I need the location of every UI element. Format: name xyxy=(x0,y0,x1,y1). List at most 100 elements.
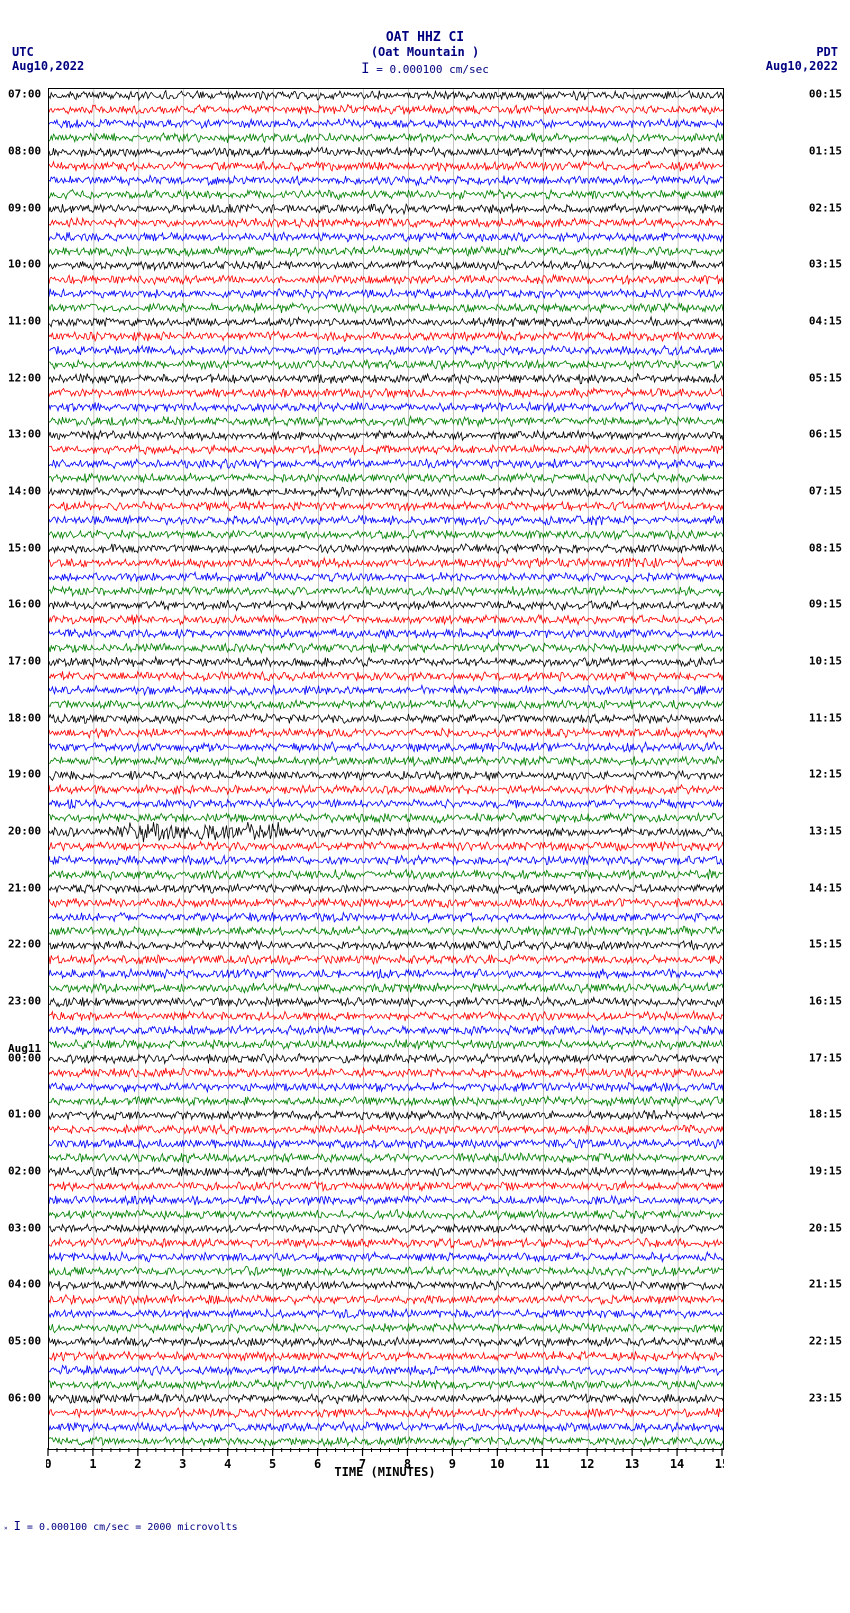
trace-row xyxy=(49,955,723,965)
utc-time-label: 12:00 xyxy=(8,371,41,384)
trace-row xyxy=(49,346,723,355)
utc-date-label: Aug10,2022 xyxy=(12,59,84,73)
trace-row xyxy=(49,275,723,284)
trace-row xyxy=(49,813,723,823)
utc-time-label: 14:00 xyxy=(8,485,41,498)
trace-row xyxy=(49,912,723,922)
trace-row xyxy=(49,515,723,525)
utc-time-label: 21:00 xyxy=(8,881,41,894)
pdt-date-label: Aug10,2022 xyxy=(766,59,838,73)
pdt-time-label: 11:15 xyxy=(809,711,842,724)
utc-time-label: 09:00 xyxy=(8,201,41,214)
utc-time-label: 05:00 xyxy=(8,1335,41,1348)
utc-time-label: 08:00 xyxy=(8,145,41,158)
trace-row xyxy=(49,1323,723,1333)
utc-time-label: 23:00 xyxy=(8,995,41,1008)
utc-time-label: 15:00 xyxy=(8,541,41,554)
trace-row xyxy=(49,898,723,908)
pdt-time-label: 14:15 xyxy=(809,881,842,894)
trace-row xyxy=(49,870,723,880)
utc-time-label: 06:00 xyxy=(8,1391,41,1404)
utc-time-label: 13:00 xyxy=(8,428,41,441)
trace-row xyxy=(49,431,723,441)
trace-row xyxy=(49,105,723,115)
trace-row xyxy=(49,671,723,681)
utc-time-label: 22:00 xyxy=(8,938,41,951)
trace-row xyxy=(49,1266,723,1276)
trace-row xyxy=(49,1437,723,1446)
trace-row xyxy=(49,133,723,143)
pdt-time-label: 07:15 xyxy=(809,485,842,498)
trace-row xyxy=(49,997,723,1007)
trace-row xyxy=(49,402,723,412)
trace-row xyxy=(49,884,723,894)
trace-row xyxy=(49,1281,723,1291)
utc-time-label: 16:00 xyxy=(8,598,41,611)
trace-row xyxy=(49,204,723,214)
trace-row xyxy=(49,1210,723,1220)
trace-row xyxy=(49,1252,723,1262)
trace-row xyxy=(49,1039,723,1049)
trace-row xyxy=(49,940,723,950)
trace-row xyxy=(49,388,723,397)
trace-row xyxy=(49,785,723,795)
xaxis-label: TIME (MINUTES) xyxy=(48,1465,722,1479)
trace-row xyxy=(49,317,723,327)
trace-row xyxy=(49,473,723,483)
trace-row xyxy=(49,629,723,639)
utc-time-label: 10:00 xyxy=(8,258,41,271)
trace-row xyxy=(49,360,723,370)
pdt-time-label: 20:15 xyxy=(809,1221,842,1234)
seismogram-svg xyxy=(49,89,723,1449)
pdt-time-label: 00:15 xyxy=(809,88,842,101)
pdt-time-label: 19:15 xyxy=(809,1165,842,1178)
station-title: OAT HHZ CI xyxy=(0,30,850,45)
trace-row xyxy=(49,714,723,724)
pdt-time-label: 23:15 xyxy=(809,1391,842,1404)
pdt-time-label: 16:15 xyxy=(809,995,842,1008)
trace-row xyxy=(49,600,723,610)
trace-row xyxy=(49,771,723,781)
trace-row xyxy=(49,685,723,695)
trace-row xyxy=(49,119,723,129)
trace-row xyxy=(49,700,723,710)
trace-row xyxy=(49,728,723,738)
trace-row xyxy=(49,1125,723,1135)
plot-area xyxy=(48,88,724,1450)
trace-row xyxy=(49,799,723,809)
trace-row xyxy=(49,1181,723,1190)
trace-row xyxy=(49,1394,723,1404)
trace-row xyxy=(49,232,723,242)
pdt-time-label: 04:15 xyxy=(809,315,842,328)
trace-row xyxy=(49,289,723,299)
trace-row xyxy=(49,544,723,554)
top-left-labels: UTC Aug10,2022 xyxy=(12,45,84,73)
trace-row xyxy=(49,983,723,993)
station-subtitle: (Oat Mountain ) xyxy=(0,45,850,59)
trace-row xyxy=(49,643,723,653)
trace-row xyxy=(49,586,723,596)
trace-row xyxy=(49,331,723,341)
utc-time-label: 17:00 xyxy=(8,655,41,668)
top-right-labels: PDT Aug10,2022 xyxy=(766,45,838,73)
pdt-time-label: 05:15 xyxy=(809,371,842,384)
utc-tz-label: UTC xyxy=(12,45,84,59)
pdt-time-label: 03:15 xyxy=(809,258,842,271)
trace-row xyxy=(49,190,723,200)
trace-row xyxy=(49,445,723,455)
utc-time-label: 07:00 xyxy=(8,88,41,101)
scale-text: I = 0.000100 cm/sec xyxy=(0,61,850,77)
trace-row xyxy=(49,1337,723,1347)
utc-time-label: 19:00 xyxy=(8,768,41,781)
utc-time-label: 02:00 xyxy=(8,1165,41,1178)
trace-row xyxy=(49,459,723,469)
trace-row xyxy=(49,756,723,766)
trace-row xyxy=(49,1025,723,1035)
utc-time-label: 03:00 xyxy=(8,1221,41,1234)
trace-row xyxy=(49,1011,723,1021)
trace-row xyxy=(49,1111,723,1120)
trace-row xyxy=(49,530,723,540)
trace-row xyxy=(49,246,723,256)
utc-time-label: 20:00 xyxy=(8,825,41,838)
trace-row xyxy=(49,1309,723,1318)
